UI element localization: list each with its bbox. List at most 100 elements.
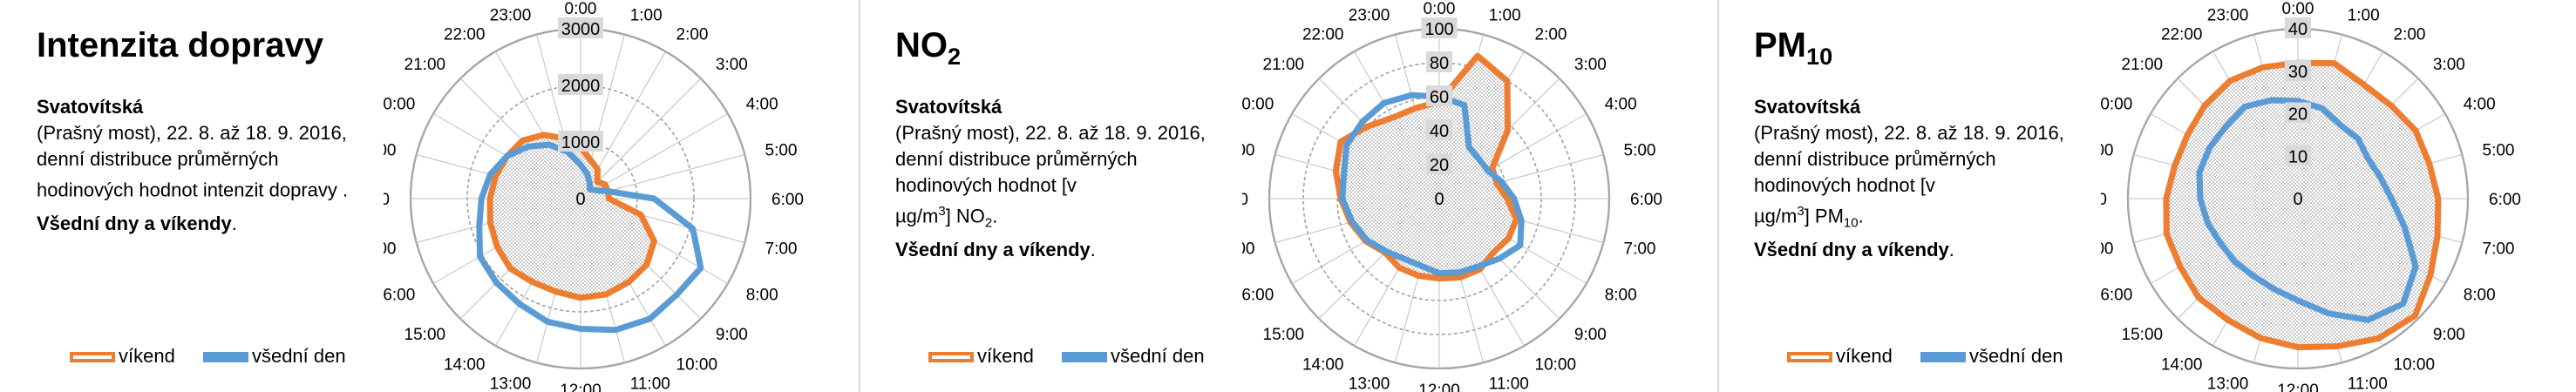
- hour-label: 10:00: [1535, 356, 1577, 375]
- hour-label: 0:00: [2282, 0, 2314, 18]
- tick-label-bg: [1426, 85, 1452, 106]
- hour-label: 19:00: [384, 141, 397, 159]
- series-line-weekday: [1339, 91, 1525, 277]
- tick-label-bg: [1426, 153, 1452, 174]
- hour-label: 14:00: [2161, 356, 2203, 375]
- hour-label: 13:00: [490, 375, 532, 392]
- panel-title: PM10: [1754, 26, 1833, 70]
- tick-label: 20: [2288, 105, 2308, 125]
- hour-label: 10:00: [2394, 356, 2436, 375]
- hour-label: 22:00: [1302, 25, 1344, 44]
- legend-swatch-weekday: [1061, 352, 1107, 363]
- hour-label: 8:00: [2464, 287, 2496, 305]
- hour-label: 17:00: [2101, 240, 2114, 259]
- hour-label: 23:00: [1349, 7, 1390, 25]
- hour-label: 14:00: [444, 356, 486, 375]
- hour-label: 3:00: [716, 56, 748, 74]
- tick-label-bg: [2285, 17, 2311, 38]
- hour-label: 12:00: [1418, 382, 1460, 392]
- hour-label: 1:00: [630, 7, 663, 25]
- hour-label: 16:00: [1242, 287, 1274, 305]
- hour-label: 7:00: [1624, 240, 1656, 259]
- hour-label: 5:00: [765, 141, 798, 159]
- hour-label: 22:00: [2161, 25, 2203, 44]
- radar-chart: 0 1000 2000 3000 1:00 2:00 3:00 4:00 5:00 6:00 7:0…: [384, 0, 804, 392]
- hour-label: 23:00: [2207, 7, 2249, 25]
- radar-chart: 0 10 20 30 40 1:00 2:00 3:00 4:00 5:00 6:00 7:00 8:0…: [2101, 0, 2521, 392]
- hour-label: 13:00: [2207, 375, 2249, 392]
- tick-label: 40: [2288, 20, 2308, 39]
- hour-label: 11:00: [1489, 375, 1529, 392]
- hour-label: 2:00: [676, 25, 709, 44]
- hour-label: 14:00: [1302, 356, 1344, 375]
- hour-label: 19:00: [1242, 141, 1255, 159]
- tick-label: 20: [1430, 156, 1449, 175]
- tick-label-bg: [1426, 51, 1452, 72]
- hour-label: 18:00: [2101, 191, 2107, 209]
- hour-label: 17:00: [384, 240, 397, 259]
- location-name: Svatovítská: [895, 96, 1003, 118]
- tick-label: 60: [1430, 88, 1449, 107]
- description-text: (Prašný most), 22. 8. až 18. 9. 2016, de…: [37, 122, 349, 201]
- hour-label: 15:00: [2122, 326, 2164, 344]
- panel-title: NO2: [895, 26, 962, 70]
- legend: víkend všední den: [1787, 345, 2086, 368]
- hour-label: 16:00: [2101, 287, 2132, 305]
- series-line-weekend: [1332, 52, 1519, 282]
- tick-label: 1000: [561, 133, 601, 152]
- series-line-weekday: [2196, 97, 2419, 323]
- tick-label-bg: [2285, 59, 2311, 81]
- hour-label: 12:00: [560, 382, 602, 392]
- tick-label-bg: [2285, 102, 2311, 124]
- tick-label: 100: [1424, 20, 1453, 39]
- grid-spoke: [580, 78, 702, 199]
- hour-label: 21:00: [2122, 56, 2164, 74]
- hour-label: 11:00: [630, 375, 670, 392]
- hour-label: 23:00: [490, 7, 532, 25]
- panel-description: Svatovítská (Prašný most), 22. 8. až 18.…: [1754, 96, 2064, 260]
- hour-label: 3:00: [2433, 56, 2465, 74]
- tick-label-bg: [2285, 145, 2311, 166]
- hour-label: 9:00: [1574, 326, 1607, 344]
- tick-label-bg: [558, 74, 603, 95]
- hour-label: 21:00: [1263, 56, 1305, 74]
- panel-title: Intenzita dopravy: [37, 26, 323, 64]
- hour-label: 8:00: [746, 287, 778, 305]
- tick-label: 0: [2293, 190, 2302, 209]
- hour-label: 5:00: [1624, 141, 1656, 159]
- tick-label: 0: [1434, 190, 1444, 209]
- hour-label: 16:00: [384, 287, 415, 305]
- hour-label: 6:00: [771, 191, 804, 209]
- tick-label: 80: [1430, 54, 1449, 73]
- panel-no2: NO2 Svatovítská (Prašný most), 22. 8. až…: [859, 0, 1717, 392]
- legend-item-weekday: všední den: [1920, 345, 2063, 368]
- panel-traffic: Intenzita dopravy Svatovítská (Prašný mo…: [0, 0, 859, 392]
- hour-label: 21:00: [404, 56, 446, 74]
- tick-label: 2000: [561, 77, 601, 96]
- location-name: Svatovítská: [1754, 96, 1861, 118]
- hour-label: 11:00: [2348, 375, 2388, 392]
- hour-label: 13:00: [1349, 375, 1390, 392]
- legend-item-weekday: všední den: [202, 345, 346, 368]
- legend-swatch-weekday: [202, 352, 248, 363]
- legend-swatch-weekend: [928, 352, 974, 363]
- hour-label: 7:00: [2483, 240, 2515, 259]
- hour-label: 20:00: [1242, 96, 1274, 114]
- legend: víkend všední den: [70, 345, 369, 368]
- hour-label: 5:00: [2483, 141, 2515, 159]
- panel-divider: [1717, 0, 1719, 392]
- hour-label: 17:00: [1242, 240, 1255, 259]
- legend-item-weekday: všední den: [1061, 345, 1205, 368]
- hour-label: 7:00: [765, 240, 798, 259]
- panel-description: Svatovítská (Prašný most), 22. 8. až 18.…: [37, 96, 349, 234]
- hour-label: 9:00: [2433, 326, 2465, 344]
- hour-label: 20:00: [2101, 96, 2132, 114]
- legend: víkend všední den: [928, 345, 1227, 368]
- legend-swatch-weekend: [1787, 352, 1832, 363]
- hour-label: 18:00: [1242, 191, 1248, 209]
- hour-label: 8:00: [1605, 287, 1637, 305]
- description-text: (Prašný most), 22. 8. až 18. 9. 2016, de…: [1754, 122, 2064, 196]
- tick-label: 40: [1430, 122, 1449, 141]
- hour-label: 20:00: [384, 96, 415, 114]
